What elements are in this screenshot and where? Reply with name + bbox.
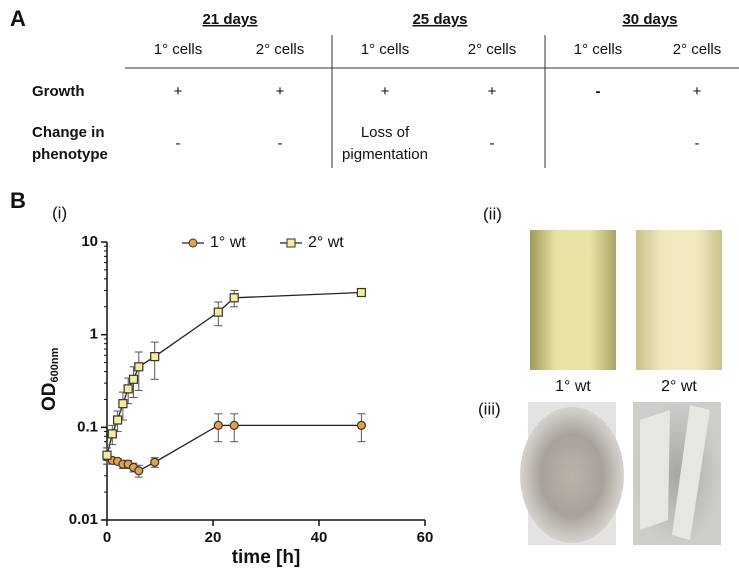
y-tick-label: 0.1 — [77, 418, 98, 435]
point — [214, 308, 222, 316]
column-header: 2° cells — [256, 41, 305, 58]
colony-1 — [520, 407, 624, 543]
cell: - — [695, 135, 700, 152]
row-label: phenotype — [32, 146, 108, 163]
group-header: 25 days — [412, 11, 467, 28]
point — [103, 451, 111, 459]
y-tick-label: 10 — [81, 233, 98, 250]
column-header: 1° cells — [361, 41, 410, 58]
group-header: 21 days — [202, 11, 257, 28]
column-header: 1° cells — [154, 41, 203, 58]
point — [214, 421, 222, 429]
point — [230, 294, 238, 302]
sub-label: (ii) — [483, 204, 502, 223]
y-tick-label: 1 — [90, 326, 98, 343]
cell: - — [176, 135, 181, 152]
cell: + — [276, 83, 285, 100]
legend-marker — [287, 239, 295, 247]
x-tick-label: 60 — [417, 529, 434, 546]
point — [119, 400, 127, 408]
point — [357, 289, 365, 297]
group-header: 30 days — [622, 11, 677, 28]
cell: + — [693, 83, 702, 100]
y-axis-title-sub: 600nm — [49, 347, 61, 382]
cell: + — [488, 83, 497, 100]
photo-tube-1 — [530, 230, 616, 370]
cell: Loss of — [361, 124, 410, 141]
x-tick-label: 0 — [103, 529, 111, 546]
x-axis-title: time [h] — [232, 547, 301, 568]
row-label: Change in — [32, 124, 105, 141]
row-label: Growth — [32, 83, 85, 100]
point — [151, 458, 159, 466]
point — [130, 375, 138, 383]
photo-tube-2 — [636, 230, 722, 370]
point — [230, 421, 238, 429]
y-axis-title: OD600nm — [39, 347, 61, 411]
y-axis-title-main: OD — [39, 383, 60, 412]
cell: + — [381, 83, 390, 100]
column-header: 2° cells — [673, 41, 722, 58]
point — [135, 467, 143, 475]
sub-label: (iii) — [478, 399, 501, 418]
cell: - — [278, 135, 283, 152]
x-tick-label: 20 — [205, 529, 222, 546]
point — [357, 421, 365, 429]
point — [135, 363, 143, 371]
legend-label: 1° wt — [210, 234, 246, 251]
column-header: 2° cells — [468, 41, 517, 58]
cell: - — [596, 83, 601, 100]
photo-label: 2° wt — [661, 378, 697, 395]
y-tick-label: 0.01 — [69, 511, 98, 528]
point — [114, 416, 122, 424]
point — [151, 353, 159, 361]
panel-label: A — [10, 6, 26, 31]
cell: pigmentation — [342, 146, 428, 163]
cell: + — [174, 83, 183, 100]
photo-label: 1° wt — [555, 378, 591, 395]
x-tick-label: 40 — [311, 529, 328, 546]
legend-marker — [189, 239, 197, 247]
point — [124, 385, 132, 393]
sub-label: (i) — [52, 203, 67, 222]
figure: A 21 days 25 days 30 days 1° cells 2° cells 1°… — [0, 0, 739, 574]
panel-label: B — [10, 188, 26, 213]
legend-label: 2° wt — [308, 234, 344, 251]
point — [108, 430, 116, 438]
cell: - — [490, 135, 495, 152]
column-header: 1° cells — [574, 41, 623, 58]
